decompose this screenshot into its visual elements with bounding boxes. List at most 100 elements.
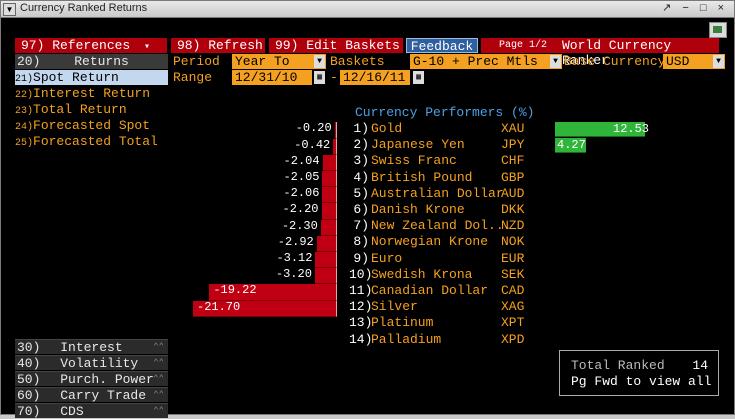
- currency-name: Swiss Franc: [371, 153, 457, 169]
- negative-bar: [334, 122, 337, 139]
- bar-value-label: -19.22: [213, 283, 257, 298]
- baskets-select[interactable]: G-10 + Prec Mtls ▼: [410, 54, 562, 69]
- sidebar-item-forecasted-spot[interactable]: 24)Forecasted Spot: [15, 118, 168, 133]
- sidebar-cat-volatility[interactable]: 40) Volatility ⌃⌃: [15, 355, 168, 371]
- currency-code: DKK: [501, 202, 525, 217]
- list-item[interactable]: 12) Silver XAG: [349, 299, 549, 315]
- currency-code: JPY: [501, 137, 525, 153]
- sidebar-cat-label: Carry Trade: [60, 388, 147, 403]
- negative-bar: [316, 235, 337, 252]
- edit-baskets-button[interactable]: 99) Edit Baskets: [269, 38, 403, 53]
- currency-code: CHF: [501, 153, 525, 169]
- sidebar-cat-interest-rates[interactable]: 30) Interest Rates ⌃⌃: [15, 339, 168, 370]
- list-item[interactable]: 5) Australian Dollar AUD: [349, 186, 549, 202]
- sidebar-item-interest-return[interactable]: 22)Interest Return: [15, 86, 168, 101]
- rank-number: 12): [349, 299, 373, 315]
- currency-name: Danish Krone: [371, 202, 465, 217]
- bar-value-label: -0.42: [294, 137, 331, 152]
- bar-value-label: 12.53: [613, 122, 650, 136]
- currency-code: XPT: [501, 315, 525, 331]
- rank-number: 9): [353, 250, 369, 266]
- calendar-icon[interactable]: ▦: [314, 71, 325, 84]
- list-item[interactable]: 14) Palladium XPD: [349, 332, 549, 348]
- currency-name: Norwegian Krone: [371, 234, 489, 250]
- window-controls[interactable]: ↗ − □ ×: [662, 2, 728, 14]
- chevron-up-icon: ⌃⌃: [153, 390, 164, 400]
- positive-bar: [555, 121, 645, 137]
- main-content: 97) References ▾ 98) Refresh 99) Edit Ba…: [3, 18, 732, 419]
- sidebar-cat-label: CDS: [60, 404, 84, 419]
- sidebar-cat-purch-power[interactable]: 50) Purch. Power ⌃⌃: [15, 371, 168, 387]
- sidebar-item-total-return[interactable]: 23)Total Return: [15, 102, 168, 117]
- list-item[interactable]: 6) Danish Krone DKK: [349, 202, 549, 218]
- feedback-button[interactable]: Feedback: [406, 38, 478, 54]
- range-end-input[interactable]: 12/16/11: [340, 70, 410, 85]
- list-item[interactable]: 1) Gold XAU: [349, 121, 549, 137]
- rank-number: 5): [353, 185, 369, 201]
- sidebar-cat-cds[interactable]: 70) CDS ⌃⌃: [15, 403, 168, 419]
- base-currency-label: Base Currency: [564, 54, 666, 69]
- negative-bar: [321, 203, 337, 220]
- negative-bar: [333, 138, 337, 155]
- settings-tool-icon[interactable]: [709, 22, 727, 38]
- sidebar-item-spot-return[interactable]: 21)Spot Return: [15, 70, 168, 85]
- window-title: Currency Ranked Returns: [20, 2, 148, 14]
- references-button[interactable]: 97) References ▾: [15, 38, 167, 53]
- app-title: World Currency Ranker: [562, 38, 672, 68]
- page-indicator: Page 1/2: [499, 40, 548, 51]
- rank-number: 7): [353, 218, 369, 234]
- sidebar-cat-label: Volatility: [60, 356, 139, 371]
- bar-value-label: -2.92: [277, 234, 314, 249]
- baskets-label: Baskets: [330, 54, 385, 69]
- bar-value-label: -2.04: [283, 153, 320, 168]
- negative-bar: [315, 252, 337, 269]
- total-ranked-label: Total Ranked: [571, 358, 665, 373]
- rank-number: 2): [353, 137, 369, 153]
- negative-bar: [322, 154, 337, 171]
- sidebar-item-num: 21): [15, 74, 34, 85]
- bar-value-label: -2.20: [282, 202, 319, 217]
- sidebar-item-forecasted-total[interactable]: 25)Forecasted Total: [15, 134, 168, 149]
- bar-value-label: 4.27: [557, 138, 586, 153]
- list-item[interactable]: 2) Japanese Yen JPY: [349, 137, 549, 153]
- sidebar-header-returns[interactable]: 20) Returns: [15, 54, 168, 69]
- sidebar-item-num: 24): [15, 122, 34, 133]
- currency-name: Platinum: [371, 315, 434, 331]
- list-item[interactable]: 13) Platinum XPT: [349, 315, 549, 331]
- currency-code: CAD: [501, 283, 525, 298]
- negative-bar: [193, 300, 337, 317]
- list-item[interactable]: 3) Swiss Franc CHF: [349, 153, 549, 169]
- toolbar: 97) References ▾ 98) Refresh 99) Edit Ba…: [15, 38, 719, 68]
- bar-value-label: -2.05: [283, 170, 320, 184]
- calendar-icon[interactable]: ▦: [413, 71, 424, 84]
- rank-number: 14): [349, 331, 373, 347]
- window-menu-icon[interactable]: ▼: [3, 3, 16, 16]
- list-item[interactable]: 8) Norwegian Krone NOK: [349, 234, 549, 250]
- rank-number: 11): [349, 283, 373, 298]
- negative-bar: [314, 268, 337, 285]
- currency-code: XAU: [501, 121, 525, 136]
- refresh-button[interactable]: 98) Refresh: [171, 38, 265, 53]
- currency-code: XAG: [501, 299, 525, 315]
- sidebar-cat-num: 40): [17, 356, 41, 371]
- sidebar-cat-carry-trade[interactable]: 60) Carry Trade ⌃⌃: [15, 387, 168, 403]
- currency-code: EUR: [501, 250, 525, 266]
- list-item[interactable]: 7) New Zealand Dol... NZD: [349, 218, 549, 234]
- sidebar-item-label: Forecasted Total: [33, 134, 158, 149]
- base-currency-select[interactable]: USD ▼: [663, 54, 725, 69]
- range-start-input[interactable]: 12/31/10: [232, 70, 312, 85]
- list-item[interactable]: 9) Euro EUR: [349, 251, 549, 267]
- list-item[interactable]: 4) British Pound GBP: [349, 170, 549, 186]
- chevron-down-icon: ▼: [550, 55, 561, 68]
- rank-number: 10): [349, 266, 373, 282]
- base-currency-value: USD: [666, 54, 690, 69]
- sidebar-item-label: Forecasted Spot: [33, 118, 151, 133]
- references-label: 97) References: [21, 38, 131, 53]
- sidebar-item-label: Interest Return: [33, 86, 151, 101]
- list-item[interactable]: 11) Canadian Dollar CAD: [349, 283, 549, 299]
- list-item[interactable]: 10) Swedish Krona SEK: [349, 267, 549, 283]
- negative-bar: [209, 284, 337, 301]
- period-select[interactable]: Year To Date ▼: [232, 54, 326, 84]
- rank-number: 1): [353, 121, 369, 136]
- sidebar-cat-num: 70): [17, 404, 41, 419]
